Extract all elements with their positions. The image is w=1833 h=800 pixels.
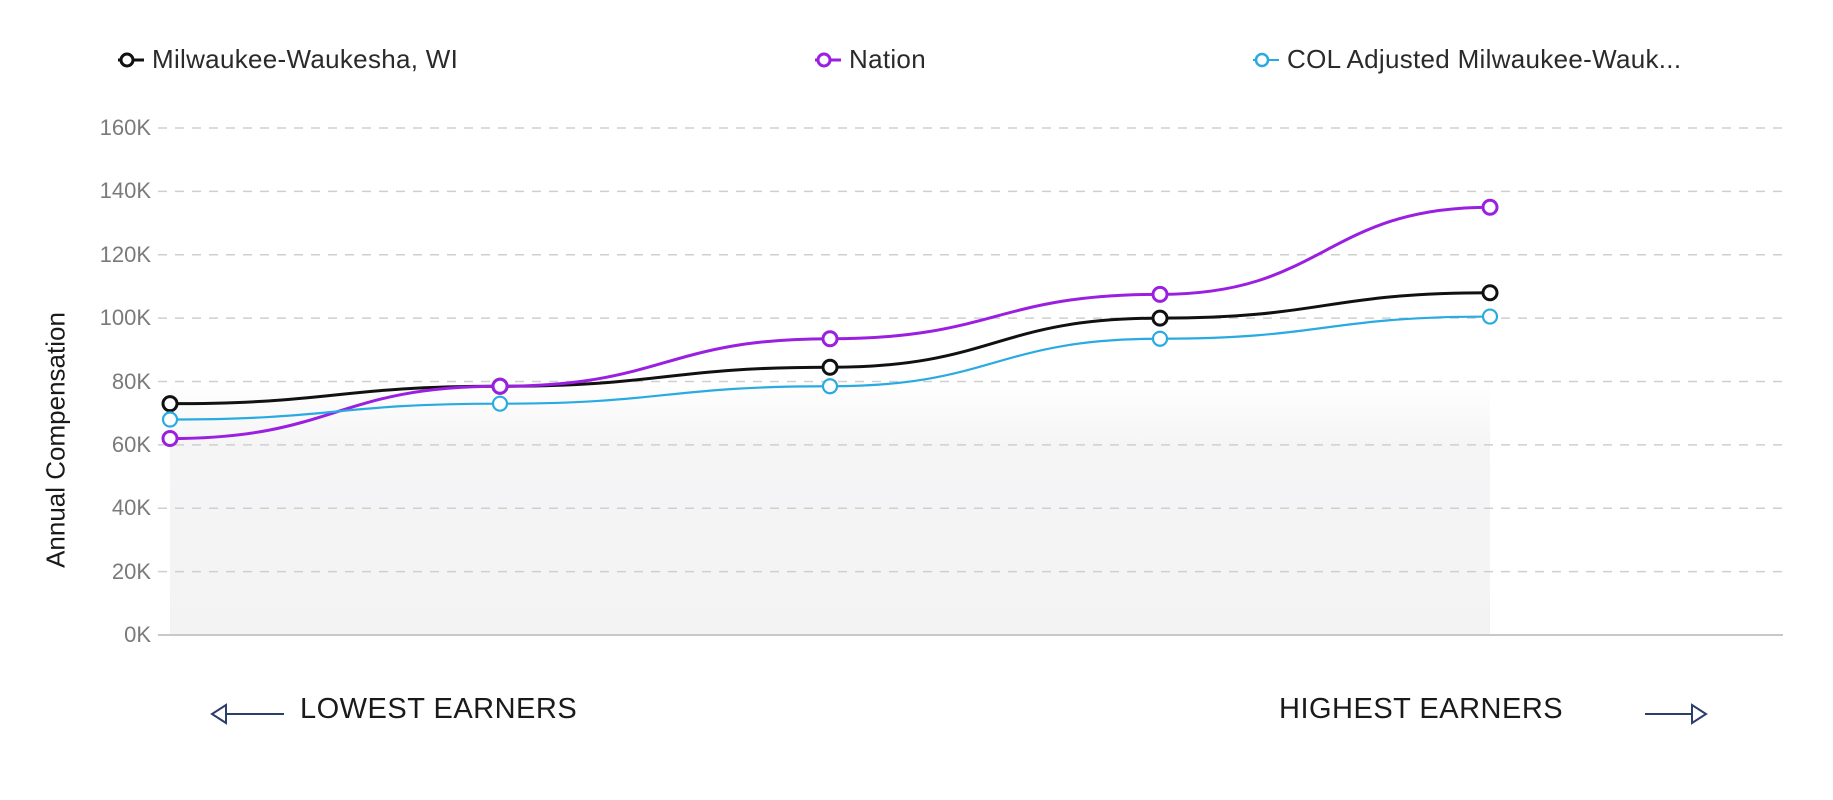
data-point-marker[interactable] (821, 358, 839, 376)
legend-item-col-adjusted[interactable]: COL Adjusted Milwaukee-Wauk... (1253, 44, 1681, 75)
data-point-marker[interactable] (1481, 308, 1499, 325)
y-tick: 100K (99, 305, 151, 330)
legend-label: COL Adjusted Milwaukee-Wauk... (1287, 44, 1682, 74)
y-tick: 80K (111, 369, 151, 394)
highest-earners-label: HIGHEST EARNERS (1279, 693, 1564, 725)
y-tick: 120K (99, 242, 151, 267)
lowest-earners-label: LOWEST EARNERS (300, 693, 578, 725)
data-point-marker[interactable] (1151, 330, 1169, 347)
data-point-marker[interactable] (1481, 284, 1499, 302)
data-point-marker[interactable] (161, 411, 179, 428)
legend-item-nation[interactable]: Nation (815, 44, 926, 75)
legend-label: Nation (849, 44, 926, 74)
data-point-marker[interactable] (821, 378, 839, 395)
data-point-marker[interactable] (161, 395, 179, 413)
data-point-marker[interactable] (1151, 309, 1169, 327)
y-tick: 160K (99, 115, 151, 140)
data-point-marker[interactable] (821, 330, 839, 348)
data-series (161, 198, 1499, 448)
y-tick: 60K (111, 432, 151, 457)
y-tick: 40K (111, 495, 151, 520)
data-point-marker[interactable] (161, 430, 179, 448)
circle-marker-icon (118, 52, 144, 67)
data-point-marker[interactable] (1481, 198, 1499, 216)
circle-marker-icon (1253, 52, 1279, 67)
chart-legend: Milwaukee-Waukesha, WI Nation COL Adjust… (0, 44, 1833, 84)
data-point-marker[interactable] (491, 377, 509, 395)
y-tick: 140K (99, 178, 151, 203)
left-arrow-icon (210, 703, 284, 725)
y-tick: 20K (111, 559, 151, 584)
legend-label: Milwaukee-Waukesha, WI (152, 44, 459, 74)
circle-marker-icon (815, 52, 841, 67)
data-point-marker[interactable] (1151, 285, 1169, 303)
legend-item-milwaukee[interactable]: Milwaukee-Waukesha, WI (118, 44, 458, 75)
right-arrow-icon (1645, 703, 1708, 725)
data-point-marker[interactable] (491, 395, 509, 412)
y-tick: 0K (124, 622, 151, 647)
